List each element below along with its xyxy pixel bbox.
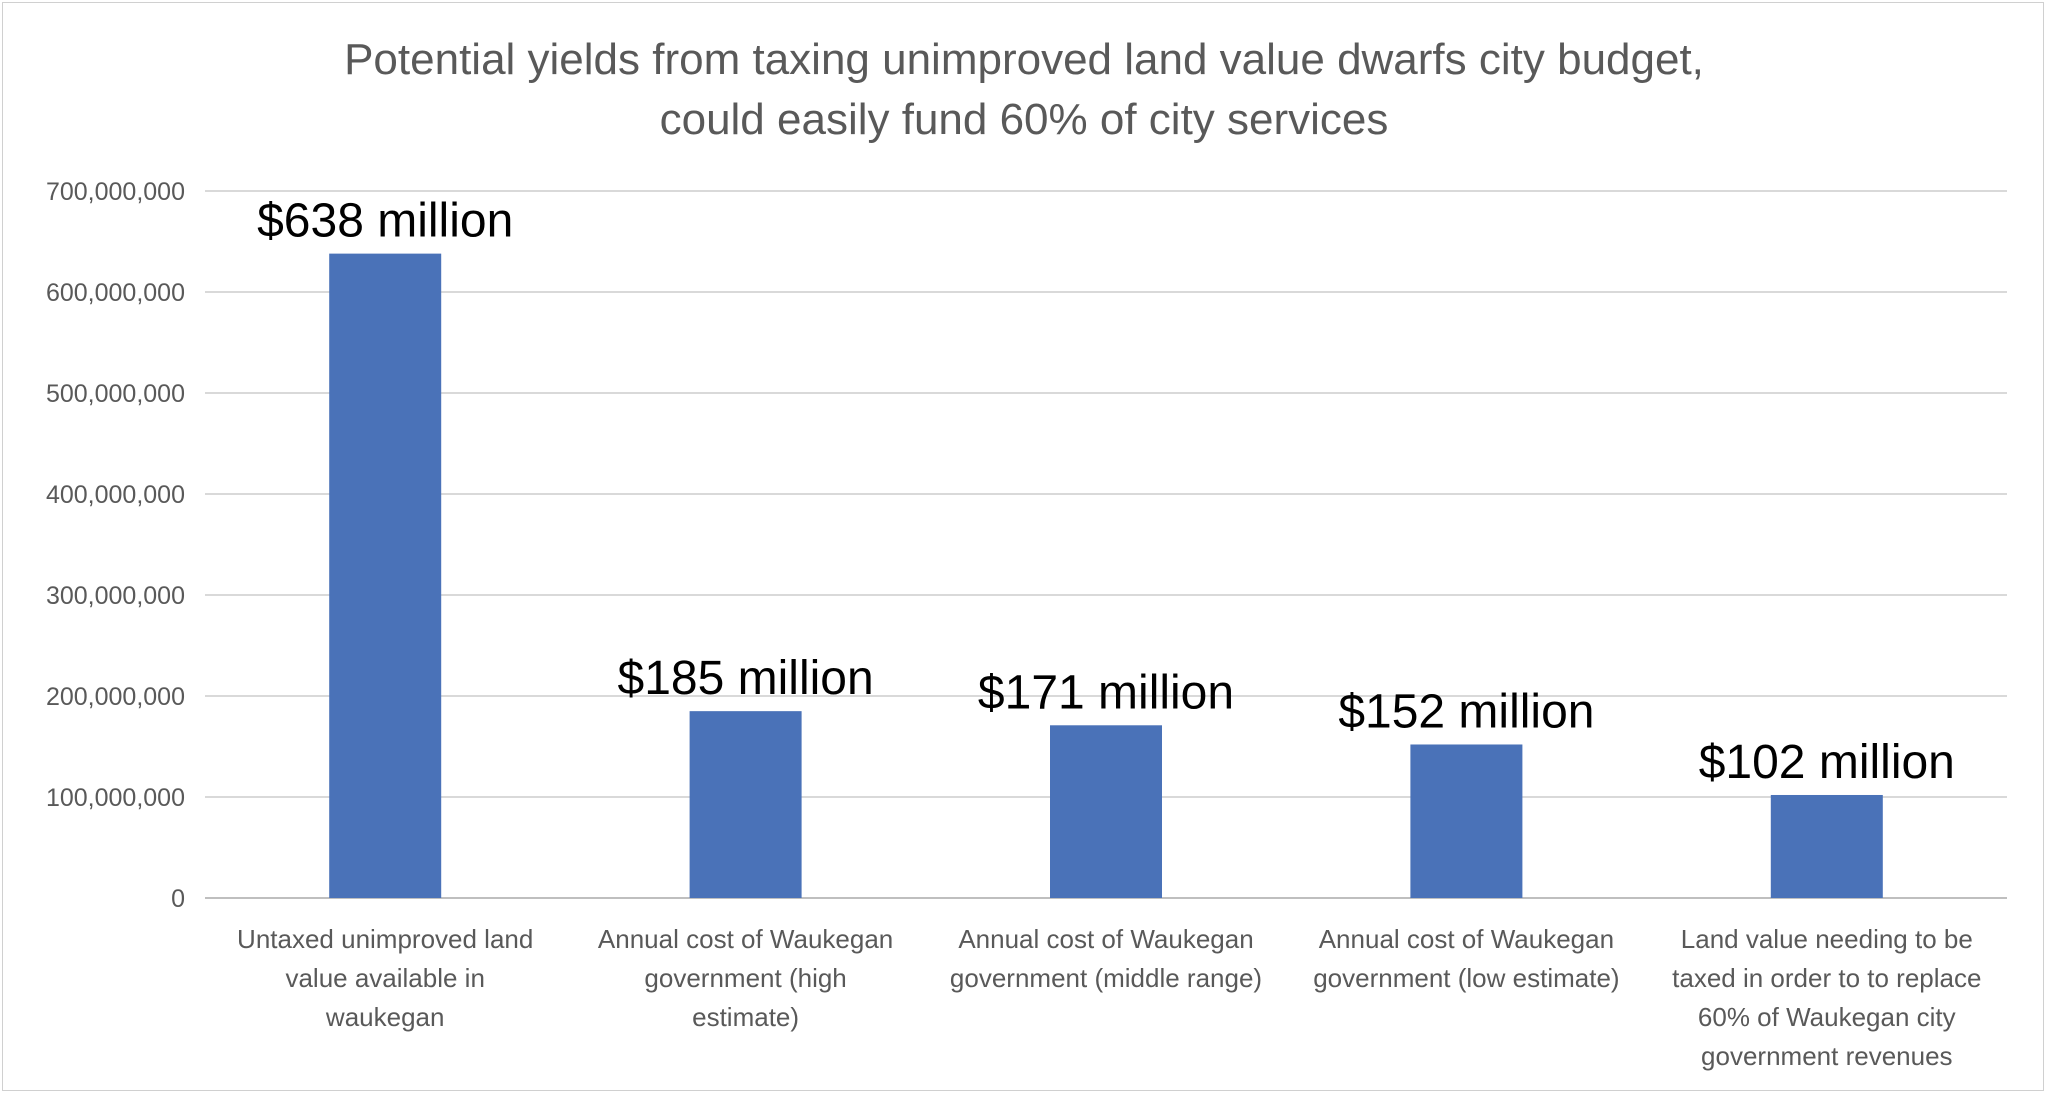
x-tick-label-line: government (low estimate): [1313, 963, 1619, 993]
chart-title-line-1: Potential yields from taxing unimproved …: [344, 35, 1704, 84]
x-tick-label-line: government revenues: [1701, 1041, 1952, 1071]
x-tick-label-line: Annual cost of Waukegan: [598, 924, 893, 954]
x-tick-label-line: taxed in order to to replace: [1672, 963, 1981, 993]
x-tick-label-line: Annual cost of Waukegan: [958, 924, 1253, 954]
x-tick-label-line: 60% of Waukegan city: [1698, 1002, 1956, 1032]
x-tick-label-line: Land value needing to be: [1681, 924, 1973, 954]
x-tick-label: Annual cost of Waukegan government (low e…: [1313, 924, 1619, 993]
y-tick-label: 0: [171, 885, 185, 913]
y-tick-label: 300,000,000: [46, 582, 185, 610]
y-tick-label: 600,000,000: [46, 279, 185, 307]
chart-title-line-2: could easily fund 60% of city services: [659, 95, 1389, 144]
chart-title: Potential yields from taxing unimproved …: [0, 30, 2048, 150]
x-tick-label-line: government (high: [644, 963, 846, 993]
x-tick-label: Annual cost of Waukegan government (high e…: [598, 924, 893, 1032]
x-tick-label: Annual cost of Waukegan government (middl…: [950, 924, 1262, 993]
x-tick-label: Land value needing to be taxed in order t…: [1672, 924, 1981, 1071]
data-label: $102 million: [1699, 736, 1955, 789]
y-tick-label: 200,000,000: [46, 683, 185, 711]
y-tick-label: 500,000,000: [46, 380, 185, 408]
data-label: $185 million: [618, 652, 874, 705]
x-tick-label-line: waukegan: [325, 1002, 445, 1032]
x-tick-label-line: government (middle range): [950, 963, 1262, 993]
y-tick-label: 400,000,000: [46, 481, 185, 509]
x-tick-label-line: estimate): [692, 1002, 799, 1032]
bar: [1050, 725, 1162, 898]
y-tick-label: 700,000,000: [46, 178, 185, 206]
bar: [1410, 744, 1523, 898]
y-tick-label: 100,000,000: [46, 784, 185, 812]
data-label: $638 million: [257, 195, 513, 248]
x-tick-label-line: Untaxed unimproved land: [237, 924, 533, 954]
data-label: $171 million: [978, 666, 1234, 719]
bar: [1770, 794, 1883, 898]
data-label: $152 million: [1338, 685, 1594, 738]
x-tick-label-line: Annual cost of Waukegan: [1319, 924, 1614, 954]
bar: [329, 253, 442, 898]
x-tick-label-line: value available in: [285, 963, 484, 993]
x-tick-label: Untaxed unimproved land value available i…: [237, 924, 533, 1032]
bar: [689, 711, 802, 898]
